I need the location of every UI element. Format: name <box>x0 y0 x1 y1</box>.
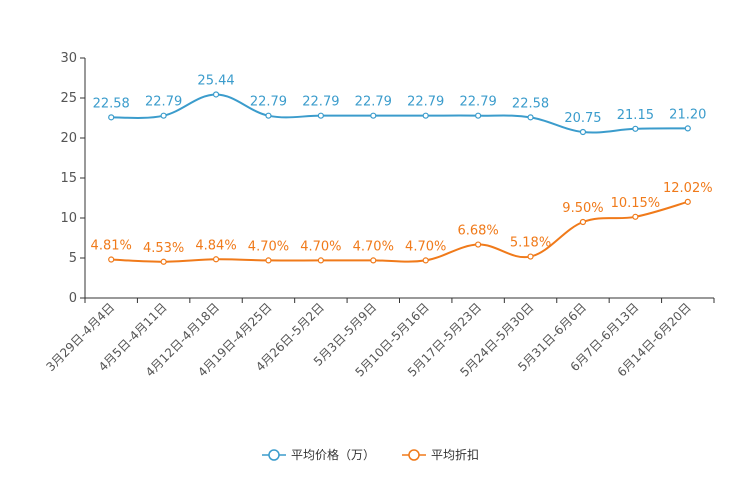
data-point[interactable] <box>632 125 639 132</box>
data-label: 5.18% <box>510 236 551 251</box>
chart-series: 22.58 22.79 25.44 22.79 22.79 22.79 22.79 22.79… <box>91 73 713 265</box>
data-label: 22.58 <box>512 96 549 111</box>
data-label: 21.15 <box>617 108 654 123</box>
data-point[interactable] <box>108 256 115 263</box>
data-label: 4.84% <box>195 238 236 253</box>
data-label: 21.20 <box>669 107 706 122</box>
series-line-1 <box>111 93 688 134</box>
data-label: 22.58 <box>93 96 130 111</box>
data-point[interactable] <box>265 112 272 119</box>
data-point[interactable] <box>160 258 167 265</box>
data-point[interactable] <box>370 257 377 264</box>
legend-marker-icon <box>268 449 280 461</box>
legend-item-1[interactable]: 平均价格（万） <box>262 447 375 462</box>
y-tick-label: 5 <box>69 251 77 266</box>
data-point[interactable] <box>317 257 324 264</box>
data-point[interactable] <box>579 128 587 136</box>
y-tick-label: 20 <box>60 131 77 146</box>
data-label: 4.70% <box>300 239 341 254</box>
data-point[interactable] <box>422 112 429 119</box>
y-tick-label: 10 <box>60 211 77 226</box>
data-label: 9.50% <box>562 201 603 216</box>
data-label: 12.02% <box>663 181 713 196</box>
y-tick-label: 25 <box>60 91 77 106</box>
data-point[interactable] <box>527 114 534 121</box>
data-point[interactable] <box>632 213 639 220</box>
data-label: 4.70% <box>405 239 446 254</box>
data-point[interactable] <box>370 112 377 119</box>
legend-item-2[interactable]: 平均折扣 <box>402 447 479 462</box>
data-label: 6.68% <box>457 224 498 239</box>
data-point[interactable] <box>684 198 691 205</box>
y-tick-label: 0 <box>69 291 77 306</box>
data-point[interactable] <box>212 256 220 263</box>
data-point[interactable] <box>579 218 587 226</box>
y-tick-label: 30 <box>60 51 77 66</box>
data-label: 4.53% <box>143 241 184 256</box>
data-point[interactable] <box>108 114 115 121</box>
data-label: 25.44 <box>197 73 234 88</box>
data-point[interactable] <box>422 257 429 264</box>
data-label: 20.75 <box>564 111 601 126</box>
legend-marker-icon <box>408 449 420 461</box>
y-tick-label: 15 <box>60 171 77 186</box>
data-label: 22.79 <box>355 95 392 110</box>
data-label: 4.81% <box>91 239 132 254</box>
chart-legend[interactable]: 平均价格（万） 平均折扣 <box>262 447 479 462</box>
data-point[interactable] <box>317 112 324 119</box>
data-point[interactable] <box>475 241 482 248</box>
data-point[interactable] <box>475 112 482 119</box>
data-label: 22.79 <box>145 95 182 110</box>
legend-label: 平均折扣 <box>431 447 479 462</box>
data-label: 22.79 <box>407 95 444 110</box>
data-label: 22.79 <box>460 95 497 110</box>
data-label: 10.15% <box>611 196 661 211</box>
data-point[interactable] <box>684 125 691 132</box>
data-point[interactable] <box>527 253 534 260</box>
data-label: 22.79 <box>302 95 339 110</box>
data-label: 4.70% <box>248 239 289 254</box>
data-label: 4.70% <box>353 239 394 254</box>
data-point[interactable] <box>160 112 167 119</box>
data-label: 22.79 <box>250 95 287 110</box>
series-line-2 <box>111 200 689 263</box>
data-point[interactable] <box>212 91 220 98</box>
legend-label: 平均价格（万） <box>291 447 375 462</box>
data-point[interactable] <box>265 257 272 264</box>
